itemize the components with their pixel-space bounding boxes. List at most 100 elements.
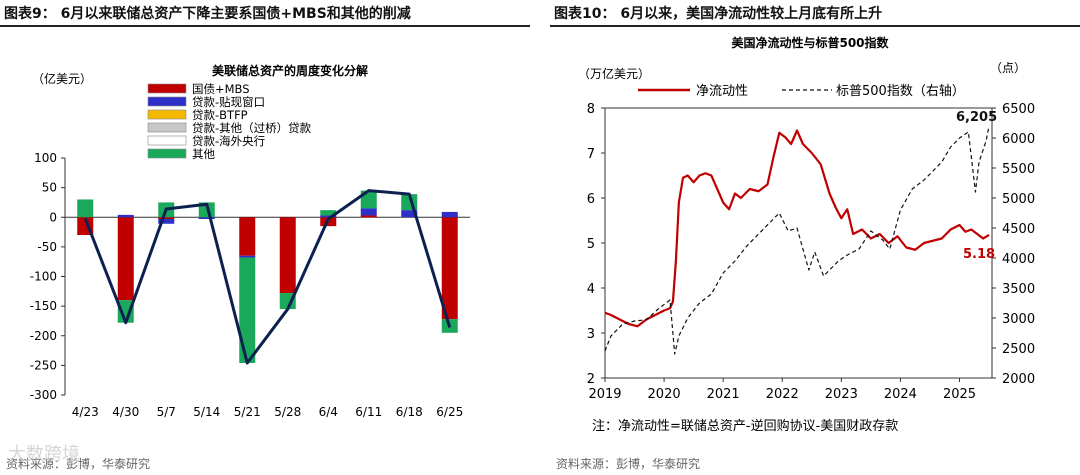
- right-chart-panel: 图表10： 6月以来，美国净流动性较上月底有所上升 美国净流动性与标普500指数…: [550, 0, 1080, 475]
- right-plot-frame: [604, 107, 993, 379]
- left-x-tick-label: 5/14: [193, 405, 220, 419]
- left-bar-segment: [198, 217, 215, 220]
- watermark: 大数跨境: [8, 444, 80, 465]
- left-legend-swatch: [147, 148, 187, 159]
- left-bar-segment: [117, 300, 134, 323]
- right-left-tick-label: 2: [587, 372, 595, 387]
- right-left-tick-label: 5: [587, 237, 595, 252]
- left-total-polyline: [83, 189, 452, 365]
- left-chart-panel: 图表9： 6月以来联储总资产下降主要系国债+MBS和其他的削减 美联储总资产的周…: [0, 0, 530, 475]
- left-bar-segment: [117, 214, 134, 218]
- left-y-tick-label: -50: [37, 240, 57, 254]
- right-figure-title: 图表10： 6月以来，美国净流动性较上月底有所上升: [554, 6, 883, 22]
- left-figure-title: 图表9： 6月以来联储总资产下降主要系国债+MBS和其他的削减: [4, 6, 411, 22]
- left-bar-segment: [320, 210, 337, 216]
- right-left-tick-label: 3: [587, 327, 595, 342]
- left-legend-label: 贷款-其他（过桥）贷款: [192, 121, 312, 135]
- right-right-tick-label: 4000: [1002, 252, 1035, 267]
- left-x-tick-label: 4/23: [72, 405, 99, 419]
- right-right-unit: （点）: [990, 61, 1026, 75]
- left-bars: [77, 190, 458, 364]
- left-bar-segment: [158, 217, 175, 220]
- right-legend: 净流动性 标普500指数（右轴）: [638, 84, 965, 99]
- left-y-tick-label: 50: [42, 181, 57, 195]
- left-y-tick-label: -300: [30, 388, 57, 402]
- right-series-lines: [604, 125, 990, 355]
- right-x-tick-label: 2023: [825, 387, 858, 402]
- left-legend-swatch: [147, 135, 187, 146]
- left-x-tick-label: 5/21: [234, 405, 261, 419]
- right-right-tick-label: 3500: [1002, 282, 1035, 297]
- right-right-tick-label: 6000: [1002, 132, 1035, 147]
- left-x-tick-label: 6/11: [355, 405, 382, 419]
- right-x-tick-label: 2021: [707, 387, 740, 402]
- right-left-unit: （万亿美元）: [578, 66, 650, 81]
- right-x-tick-label: 2025: [943, 387, 976, 402]
- right-source: 资料来源：彭博，华泰研究: [556, 457, 701, 471]
- right-line-chart: 美国净流动性与标普500指数 （万亿美元） （点） 净流动性 标普500指数（右轴…: [578, 35, 1035, 434]
- right-right-tick-label: 2500: [1002, 342, 1035, 357]
- right-sp500-line: [604, 125, 990, 355]
- right-annotation-liquidity: 5.18: [963, 247, 995, 262]
- left-bar-segment: [239, 255, 256, 258]
- left-legend-label: 国债+MBS: [192, 82, 250, 96]
- right-liquidity-line: [604, 129, 990, 328]
- right-left-tick-label: 7: [587, 147, 595, 162]
- left-unit-label: （亿美元）: [32, 71, 92, 86]
- right-left-tick-label: 6: [587, 192, 595, 207]
- left-y-tick-label: -150: [30, 299, 57, 313]
- left-y-tick-label: -100: [30, 270, 57, 284]
- left-axes: 100 50 0 -50 -100 -150 -200 -250 -300: [30, 151, 470, 402]
- left-bar-segment: [360, 208, 377, 216]
- right-x-tick-label: 2022: [766, 387, 799, 402]
- right-chart-title: 美国净流动性与标普500指数: [731, 35, 889, 50]
- right-legend-label: 净流动性: [696, 84, 748, 99]
- left-x-tick-label: 5/28: [274, 405, 301, 419]
- right-legend-label: 标普500指数（右轴）: [836, 84, 965, 99]
- left-bar-segment: [320, 215, 337, 218]
- right-left-tick-label: 8: [587, 102, 595, 117]
- right-right-tick-label: 3000: [1002, 312, 1035, 327]
- left-bar-segment: [401, 210, 418, 218]
- left-bar-segment: [117, 217, 134, 301]
- left-bar-segment: [360, 215, 377, 218]
- right-note: 注：净流动性=联储总资产-逆回购协议-美国财政存款: [592, 418, 898, 434]
- right-right-tick-label: 6500: [1002, 102, 1035, 117]
- left-y-tick-label: -250: [30, 358, 57, 372]
- right-x-tick-label: 2024: [884, 387, 917, 402]
- right-x-tick-label: 2019: [588, 387, 621, 402]
- left-bar-segment: [77, 199, 94, 218]
- left-x-tick-label: 6/4: [319, 405, 338, 419]
- left-bar-chart: 美联储总资产的周度变化分解 （亿美元） 国债+MBS贷款-贴现窗口贷款-BTFP…: [30, 63, 470, 419]
- right-right-tick-label: 5500: [1002, 162, 1035, 177]
- left-bar-segment: [441, 211, 458, 218]
- right-right-tick-label: 2000: [1002, 372, 1035, 387]
- left-bar-segment: [279, 217, 296, 294]
- left-y-tick-label: 100: [34, 151, 57, 165]
- left-title-rule: [0, 25, 530, 27]
- right-title-rule: [550, 25, 1080, 27]
- left-x-tick-label: 5/7: [157, 405, 176, 419]
- left-x-tick-label: 6/25: [436, 405, 463, 419]
- left-x-tick-label: 4/30: [112, 405, 139, 419]
- left-chart-title: 美联储总资产的周度变化分解: [212, 63, 368, 78]
- left-bar-segment: [441, 217, 458, 320]
- left-y-tick-label: 0: [49, 210, 57, 224]
- left-x-tick-labels: 4/23 4/30 5/7 5/14 5/21 5/28 6/4 6/11 6/18 6/25: [72, 405, 463, 419]
- left-legend-swatch: [147, 96, 187, 107]
- left-bar-segment: [239, 217, 256, 256]
- left-legend-label: 贷款-海外央行: [192, 134, 265, 148]
- left-legend-label: 贷款-BTFP: [192, 108, 248, 122]
- left-legend-label: 贷款-贴现窗口: [192, 95, 265, 109]
- right-axes: 2 3 4 5 6 7 8 2000 2500 3000 3500 4000 4500 5000 5500 6…: [587, 102, 1035, 402]
- right-left-tick-label: 4: [587, 282, 595, 297]
- right-x-tick-label: 2020: [648, 387, 681, 402]
- right-annotation-sp500: 6,205: [956, 110, 997, 125]
- left-source: 资料来源：彭博，华泰研究: [6, 457, 151, 471]
- right-right-tick-label: 5000: [1002, 192, 1035, 207]
- left-y-tick-label: -200: [30, 329, 57, 343]
- right-right-tick-label: 4500: [1002, 222, 1035, 237]
- left-bar-segment: [158, 219, 175, 224]
- left-bar-segment: [239, 257, 256, 364]
